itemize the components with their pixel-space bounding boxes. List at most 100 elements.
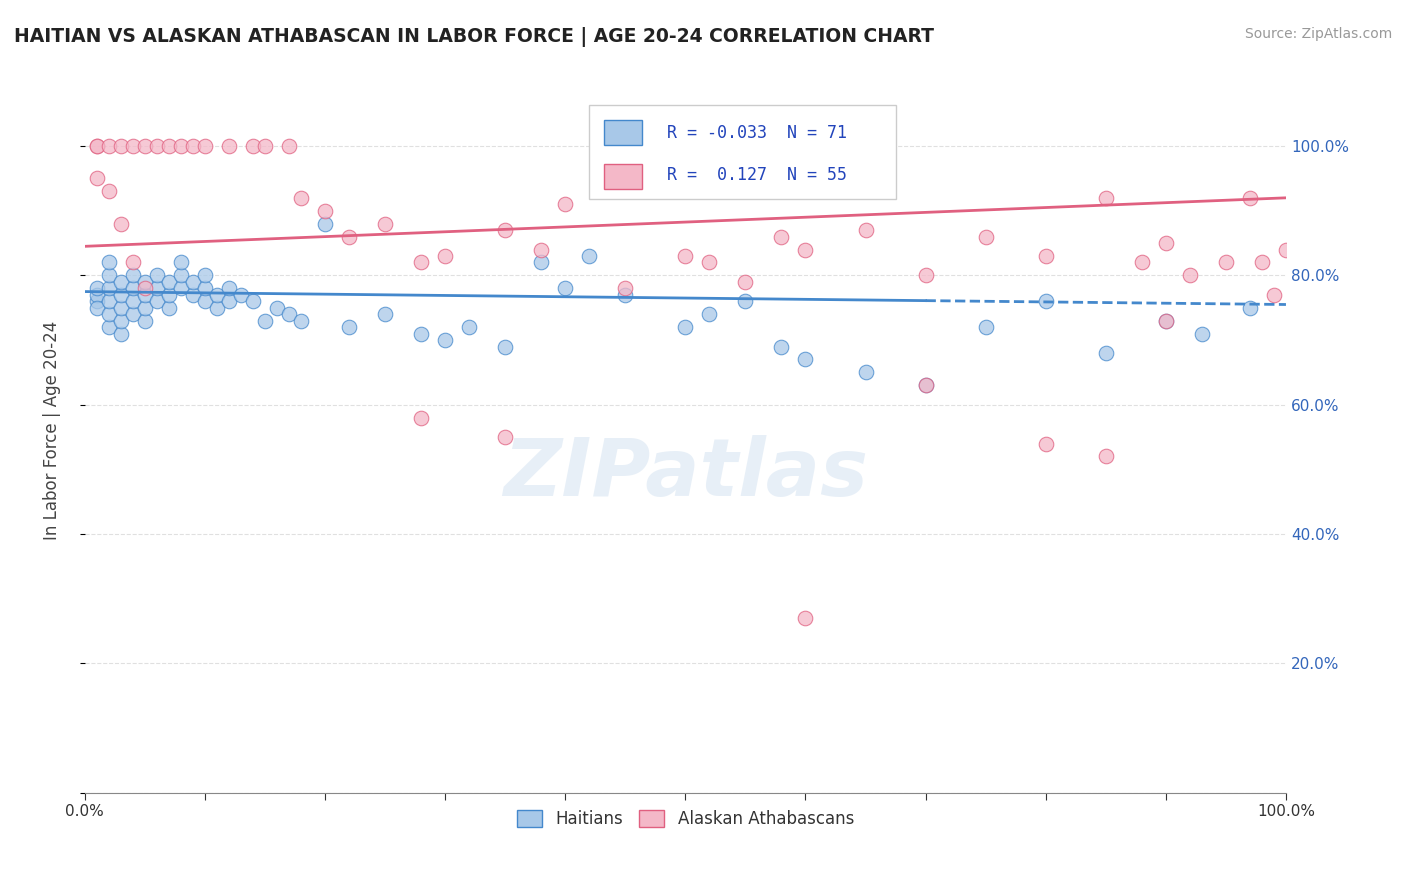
Point (205, 288, 228, 302)
Point (278, 307, 301, 321)
Point (86, 288, 108, 302)
Point (218, 281, 240, 295)
Point (253, 139, 276, 153)
Point (121, 307, 143, 321)
Point (97, 139, 120, 153)
Point (337, 320, 360, 334)
Point (134, 313, 156, 327)
Point (86, 294, 108, 309)
Point (86, 139, 108, 153)
Point (97, 320, 120, 334)
Point (794, 352, 817, 367)
Point (1035, 436, 1057, 450)
Point (1094, 346, 1116, 360)
Point (157, 139, 180, 153)
Point (110, 139, 132, 153)
Point (530, 255, 553, 269)
Point (458, 320, 481, 334)
Point (218, 139, 240, 153)
Point (914, 378, 936, 392)
Point (855, 223, 877, 237)
Y-axis label: In Labor Force | Age 20-24: In Labor Force | Age 20-24 (44, 321, 60, 541)
Point (110, 301, 132, 315)
Point (1275, 243, 1298, 257)
Point (434, 333, 457, 347)
Text: Source: ZipAtlas.com: Source: ZipAtlas.com (1244, 27, 1392, 41)
Point (121, 139, 143, 153)
Point (1154, 313, 1177, 327)
Point (974, 229, 997, 244)
Point (409, 410, 432, 425)
Point (242, 139, 264, 153)
Point (194, 281, 217, 295)
Point (673, 249, 696, 263)
Point (134, 281, 156, 295)
Point (134, 275, 156, 289)
Point (194, 139, 217, 153)
Point (110, 326, 132, 341)
Point (1094, 191, 1116, 205)
Point (530, 243, 553, 257)
Point (1035, 294, 1057, 309)
Point (86, 139, 108, 153)
Point (97, 255, 120, 269)
Point (86, 171, 108, 186)
Point (266, 301, 288, 315)
Point (194, 268, 217, 283)
Point (97, 281, 120, 295)
Point (1251, 255, 1274, 269)
Point (146, 294, 169, 309)
Point (374, 217, 396, 231)
Point (134, 301, 156, 315)
FancyBboxPatch shape (603, 164, 643, 189)
Point (86, 281, 108, 295)
Point (554, 197, 576, 211)
Point (855, 365, 877, 379)
Point (121, 255, 143, 269)
Point (134, 288, 156, 302)
Point (97, 268, 120, 283)
Point (794, 611, 817, 625)
Point (110, 217, 132, 231)
Point (494, 223, 516, 237)
Point (409, 326, 432, 341)
Point (1178, 268, 1201, 283)
Point (97, 185, 120, 199)
Point (494, 430, 516, 444)
Point (1130, 255, 1153, 269)
Point (794, 243, 817, 257)
Point (434, 249, 457, 263)
Point (314, 203, 336, 218)
Point (699, 255, 721, 269)
FancyBboxPatch shape (589, 104, 896, 199)
Point (673, 320, 696, 334)
Point (97, 294, 120, 309)
Point (770, 229, 793, 244)
Point (1035, 249, 1057, 263)
Point (290, 313, 312, 327)
Point (1215, 255, 1237, 269)
Point (699, 307, 721, 321)
Point (97, 307, 120, 321)
Legend: Haitians, Alaskan Athabascans: Haitians, Alaskan Athabascans (510, 804, 860, 835)
Point (578, 249, 600, 263)
Point (218, 294, 240, 309)
Point (157, 288, 180, 302)
Point (181, 139, 204, 153)
Point (157, 301, 180, 315)
Point (374, 307, 396, 321)
Point (554, 281, 576, 295)
Point (121, 268, 143, 283)
Point (170, 281, 193, 295)
Text: HAITIAN VS ALASKAN ATHABASCAN IN LABOR FORCE | AGE 20-24 CORRELATION CHART: HAITIAN VS ALASKAN ATHABASCAN IN LABOR F… (14, 27, 934, 46)
Point (121, 281, 143, 295)
Text: R = -0.033  N = 71: R = -0.033 N = 71 (668, 124, 848, 142)
Point (914, 268, 936, 283)
Point (1239, 301, 1261, 315)
Point (181, 288, 204, 302)
Point (242, 294, 264, 309)
Point (337, 229, 360, 244)
Point (278, 139, 301, 153)
Point (146, 281, 169, 295)
Point (1154, 236, 1177, 251)
